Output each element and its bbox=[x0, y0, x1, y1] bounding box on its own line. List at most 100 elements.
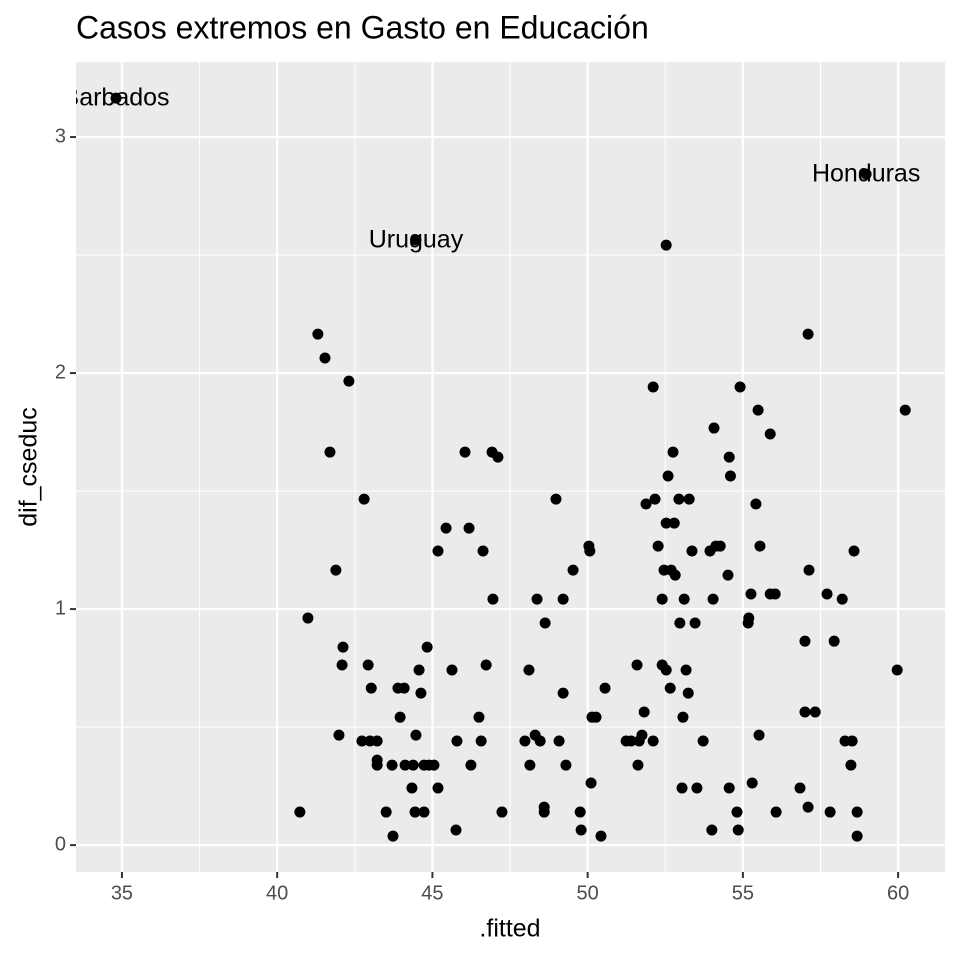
point bbox=[803, 564, 815, 576]
point bbox=[312, 328, 324, 340]
point bbox=[531, 593, 543, 605]
point bbox=[846, 735, 858, 747]
point bbox=[557, 687, 569, 699]
point bbox=[697, 735, 709, 747]
point bbox=[418, 806, 430, 818]
point-label: Uruguay bbox=[369, 226, 464, 254]
point bbox=[330, 564, 342, 576]
point bbox=[723, 782, 735, 794]
point bbox=[407, 759, 419, 771]
point-label: Honduras bbox=[812, 160, 920, 188]
point bbox=[358, 493, 370, 505]
point bbox=[625, 735, 637, 747]
point bbox=[432, 782, 444, 794]
point bbox=[640, 498, 652, 510]
point bbox=[324, 446, 336, 458]
point bbox=[753, 729, 765, 741]
point bbox=[356, 735, 368, 747]
point bbox=[371, 735, 383, 747]
point bbox=[465, 759, 477, 771]
point bbox=[302, 612, 314, 624]
point bbox=[406, 782, 418, 794]
x-axis-label: .fitted bbox=[479, 915, 540, 943]
point bbox=[480, 659, 492, 671]
point bbox=[691, 782, 703, 794]
x-tick-label: 50 bbox=[577, 882, 599, 904]
point bbox=[668, 517, 680, 529]
point bbox=[722, 569, 734, 581]
point bbox=[599, 682, 611, 694]
point bbox=[487, 593, 499, 605]
point bbox=[432, 545, 444, 557]
point bbox=[365, 682, 377, 694]
y-tick-label: 1 bbox=[55, 597, 66, 619]
point bbox=[584, 545, 596, 557]
point bbox=[394, 711, 406, 723]
point bbox=[475, 735, 487, 747]
point bbox=[731, 806, 743, 818]
point bbox=[560, 759, 572, 771]
point bbox=[742, 617, 754, 629]
point bbox=[567, 564, 579, 576]
point bbox=[799, 706, 811, 718]
y-axis-label: dif_cseduc bbox=[15, 407, 43, 527]
point bbox=[802, 801, 814, 813]
point bbox=[421, 641, 433, 653]
point bbox=[667, 446, 679, 458]
point bbox=[492, 451, 504, 463]
point bbox=[539, 617, 551, 629]
point bbox=[523, 664, 535, 676]
point bbox=[707, 593, 719, 605]
point bbox=[770, 806, 782, 818]
x-tick-label: 35 bbox=[111, 882, 133, 904]
point bbox=[398, 682, 410, 694]
point bbox=[399, 759, 411, 771]
point bbox=[550, 493, 562, 505]
point bbox=[410, 234, 422, 246]
point bbox=[632, 759, 644, 771]
point bbox=[678, 593, 690, 605]
point bbox=[652, 540, 664, 552]
point bbox=[649, 493, 661, 505]
point bbox=[802, 328, 814, 340]
y-tick-label: 3 bbox=[55, 125, 66, 147]
point bbox=[294, 806, 306, 818]
point bbox=[636, 729, 648, 741]
point bbox=[824, 806, 836, 818]
point bbox=[337, 641, 349, 653]
point bbox=[769, 588, 781, 600]
point bbox=[575, 824, 587, 836]
point bbox=[380, 806, 392, 818]
point bbox=[656, 593, 668, 605]
point bbox=[413, 664, 425, 676]
point bbox=[732, 824, 744, 836]
point bbox=[754, 540, 766, 552]
point bbox=[409, 806, 421, 818]
point bbox=[362, 659, 374, 671]
point bbox=[319, 352, 331, 364]
point bbox=[459, 446, 471, 458]
point bbox=[724, 470, 736, 482]
point bbox=[683, 493, 695, 505]
point bbox=[534, 735, 546, 747]
point bbox=[674, 617, 686, 629]
point bbox=[519, 735, 531, 747]
point bbox=[638, 706, 650, 718]
point bbox=[799, 635, 811, 647]
point bbox=[386, 759, 398, 771]
point bbox=[415, 687, 427, 699]
point bbox=[851, 830, 863, 842]
point bbox=[538, 806, 550, 818]
y-tick-label: 0 bbox=[55, 833, 66, 855]
point bbox=[745, 588, 757, 600]
point bbox=[647, 735, 659, 747]
point bbox=[746, 777, 758, 789]
point bbox=[860, 168, 872, 180]
point bbox=[440, 522, 452, 534]
point bbox=[794, 782, 806, 794]
point bbox=[723, 451, 735, 463]
point bbox=[734, 381, 746, 393]
y-tick-label: 2 bbox=[55, 361, 66, 383]
point bbox=[450, 824, 462, 836]
point bbox=[336, 659, 348, 671]
